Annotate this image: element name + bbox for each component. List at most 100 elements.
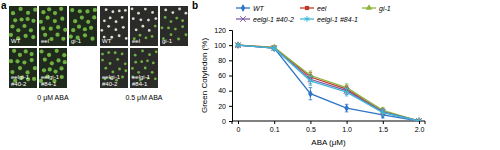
panel-a: aWTeelgi-1eelgi-1#40-2eelgi-1#84-10 μM A… xyxy=(1,0,188,102)
photo-background xyxy=(9,6,37,46)
legend-item: WT xyxy=(236,4,265,12)
label-line: gi-1 xyxy=(71,38,82,44)
photo-background xyxy=(69,6,97,46)
tick-label: 0.5 xyxy=(306,126,316,133)
error-bar xyxy=(381,109,385,115)
seedling xyxy=(39,20,43,24)
seedling xyxy=(32,77,36,81)
seedling xyxy=(181,25,184,28)
seedling xyxy=(80,16,84,20)
tick: 0.1 xyxy=(270,121,280,133)
marker xyxy=(417,118,422,121)
seedling xyxy=(93,8,97,12)
seedling-photo: eelgi-1#40-2 xyxy=(100,48,128,88)
plot-marks xyxy=(235,41,422,121)
seedling xyxy=(105,8,108,11)
tick-mark xyxy=(419,121,420,124)
error-bar xyxy=(309,88,313,100)
seedling xyxy=(115,20,118,23)
seedling xyxy=(11,11,15,15)
tick-mark xyxy=(238,121,239,124)
seedling xyxy=(144,67,147,70)
seedling xyxy=(107,25,110,28)
seedling xyxy=(114,28,117,31)
seedling-photo: eelgi-1#84-1 xyxy=(130,48,158,88)
marker xyxy=(236,43,240,47)
seedling xyxy=(118,10,121,13)
tick: 2.0 xyxy=(415,121,425,133)
seedling xyxy=(26,11,30,15)
seedling xyxy=(83,33,87,37)
seedling xyxy=(121,16,124,19)
genotype-label: eelgi-1#40-2 xyxy=(102,74,121,87)
seedling xyxy=(114,51,117,54)
seedling xyxy=(151,11,154,14)
seedling xyxy=(33,66,37,70)
error-cap xyxy=(309,76,313,77)
genotype-label: eelgi-1#84-1 xyxy=(132,74,151,87)
marker xyxy=(380,110,385,116)
photo-background xyxy=(130,48,158,88)
seedling xyxy=(41,10,45,14)
tick-label: 60 xyxy=(218,72,226,79)
genotype-label: eel xyxy=(132,38,140,44)
seedling xyxy=(50,61,54,65)
seedling xyxy=(154,17,157,20)
seedling xyxy=(60,17,64,21)
series xyxy=(236,41,422,121)
seedling xyxy=(31,19,35,23)
tick: 80 xyxy=(218,57,232,64)
error-cap xyxy=(309,70,313,71)
panel-label: a xyxy=(1,0,7,11)
error-cap xyxy=(309,74,313,75)
legend-item: gi-1 xyxy=(362,4,391,12)
panel-label: b xyxy=(192,0,198,11)
seedling xyxy=(60,75,64,79)
seedling xyxy=(121,53,124,56)
seedling-photo: eel xyxy=(130,6,158,46)
tick-mark xyxy=(383,121,384,124)
error-cap xyxy=(309,99,313,100)
seedling xyxy=(134,61,137,64)
seedling xyxy=(85,9,89,13)
seedling xyxy=(53,11,57,15)
seedling xyxy=(154,25,157,28)
tick-label: 1.5 xyxy=(378,126,388,133)
seedling xyxy=(18,53,22,57)
photo-background xyxy=(9,48,37,88)
seedling xyxy=(49,27,53,31)
marker xyxy=(236,42,241,48)
error-cap xyxy=(309,85,313,86)
series xyxy=(235,42,422,121)
seedling xyxy=(59,7,63,11)
seedling xyxy=(151,71,154,74)
seedling xyxy=(148,29,151,32)
seedling xyxy=(61,37,65,41)
seedling xyxy=(134,54,137,57)
seedling xyxy=(161,26,164,29)
axis-line xyxy=(229,31,233,122)
tick: 40 xyxy=(218,87,232,94)
seedling xyxy=(154,77,157,80)
seedling-photo: gi-1 xyxy=(160,6,188,46)
tick-mark xyxy=(229,106,232,107)
tick: 20 xyxy=(218,103,232,110)
marker xyxy=(308,78,313,84)
seedling xyxy=(12,49,16,53)
seedling xyxy=(104,67,107,70)
marker xyxy=(344,89,349,95)
seedling xyxy=(135,28,138,31)
seedling xyxy=(49,37,53,41)
seedling xyxy=(148,53,151,56)
seedling xyxy=(139,18,142,21)
seedling xyxy=(26,17,30,21)
legend-item: eelgi-1 #84-1 xyxy=(300,16,358,24)
tick: 1.5 xyxy=(378,121,388,133)
seedling xyxy=(71,28,75,32)
error-cap xyxy=(345,86,349,87)
seedling xyxy=(101,53,104,56)
tick: 1.0 xyxy=(342,121,352,133)
seedling xyxy=(125,37,128,40)
tick-label: 0.1 xyxy=(270,126,280,133)
error-cap xyxy=(381,108,385,109)
